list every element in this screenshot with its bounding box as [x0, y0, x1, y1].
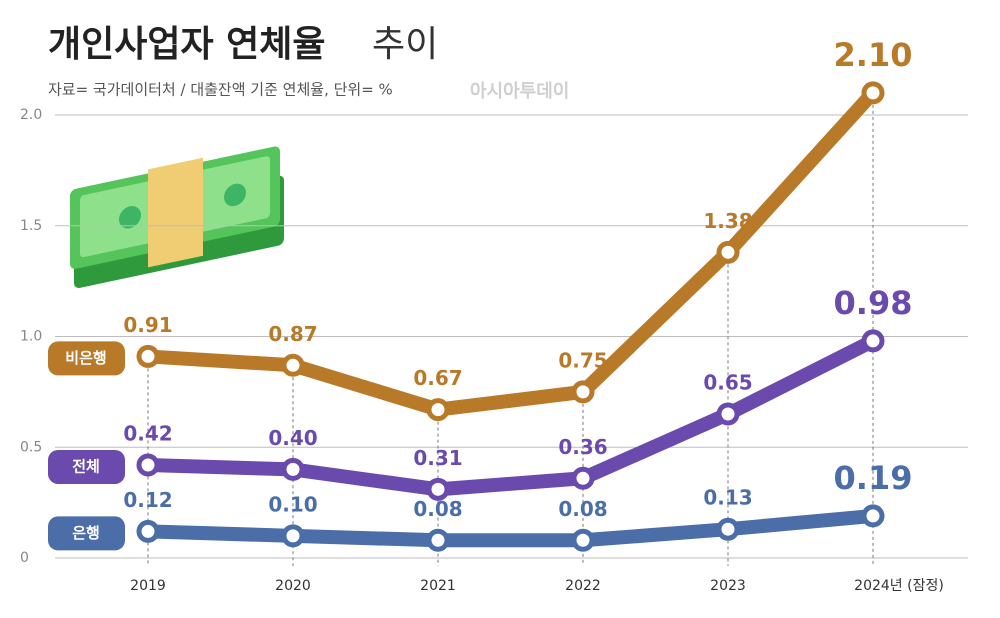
x-tick-label: 2023: [710, 578, 746, 594]
value-label: 0.36: [558, 435, 607, 459]
chart-subtitle: 자료= 국가데이터처 / 대출잔액 기준 연체율, 단위= %: [48, 81, 393, 99]
series-line: [141, 508, 880, 548]
value-label: 0.19: [834, 459, 913, 497]
y-tick-label: 0.5: [20, 439, 42, 455]
value-label: 0.87: [268, 322, 317, 346]
data-point: [716, 240, 740, 264]
y-tick-label: 2.0: [20, 107, 42, 123]
legend-pill: [48, 341, 125, 376]
value-label: 1.38: [703, 209, 752, 233]
money-coin: [224, 183, 246, 207]
data-point: [861, 504, 885, 528]
x-tick-label: 2019: [130, 578, 166, 594]
y-tick-label: 1.5: [20, 218, 42, 234]
legend-label: 은행: [72, 524, 100, 542]
data-point: [281, 524, 305, 548]
value-label: 2.10: [834, 36, 913, 74]
data-point: [426, 528, 450, 552]
money-band: [148, 157, 203, 268]
data-point: [136, 453, 160, 477]
value-label: 0.65: [703, 371, 752, 395]
data-point: [571, 380, 595, 404]
value-label: 0.13: [703, 486, 752, 510]
money-illustration: [70, 146, 284, 289]
data-point: [136, 344, 160, 368]
watermark: 아시아투데이: [470, 81, 569, 102]
y-tick-label: 1.0: [20, 329, 42, 345]
value-label: 0.08: [558, 497, 607, 521]
value-label: 0.67: [413, 366, 462, 390]
money-coin: [119, 206, 141, 229]
series-line: [141, 85, 880, 417]
value-label: 0.10: [268, 492, 317, 516]
legend-label: 전체: [72, 457, 100, 475]
data-point: [861, 81, 885, 105]
value-label: 0.40: [268, 426, 317, 450]
series-line: [141, 333, 880, 497]
value-label: 0.31: [413, 446, 462, 470]
y-tick-label: 0: [20, 550, 29, 566]
data-point: [281, 353, 305, 377]
legend-pill: [48, 516, 125, 551]
chart-title-light: 추이: [372, 24, 438, 65]
value-label: 0.91: [123, 313, 172, 337]
value-label: 0.08: [413, 497, 462, 521]
legend-pill: [48, 449, 125, 484]
value-label: 0.98: [834, 284, 913, 322]
data-point: [571, 466, 595, 490]
value-label: 0.42: [123, 421, 172, 445]
chart-title: 개인사업자 연체율: [48, 24, 326, 65]
data-point: [281, 457, 305, 481]
data-point: [861, 329, 885, 353]
value-label: 0.75: [558, 348, 607, 372]
data-point: [426, 477, 450, 501]
value-label: 0.12: [123, 488, 172, 512]
x-tick-label: 2022: [565, 578, 601, 594]
data-point: [716, 517, 740, 541]
x-tick-label: 2020: [275, 578, 311, 594]
x-tick-label: 2021: [420, 578, 456, 594]
data-point: [716, 402, 740, 426]
x-tick-label: 2024년 (잠정): [854, 578, 944, 594]
data-point: [136, 519, 160, 543]
legend-label: 비은행: [65, 349, 106, 367]
data-point: [571, 528, 595, 552]
data-point: [426, 398, 450, 422]
